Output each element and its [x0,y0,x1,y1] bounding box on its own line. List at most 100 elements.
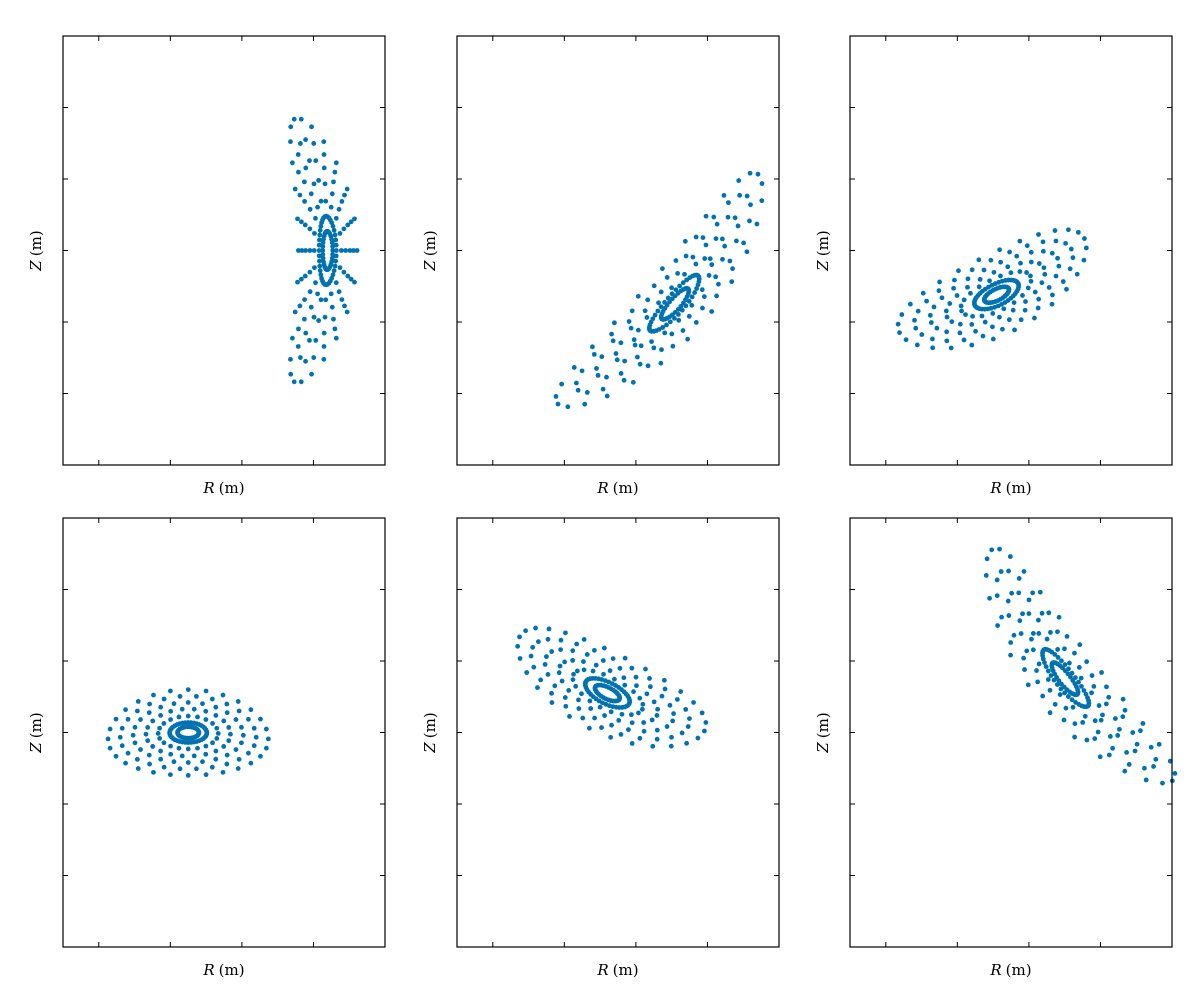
data-point [308,191,314,197]
data-point [1122,707,1128,713]
data-point [622,682,628,688]
data-point [209,764,215,770]
data-point [321,344,327,349]
data-point [328,204,334,210]
data-point [1011,632,1017,638]
data-point [602,713,607,718]
data-point [1014,253,1020,259]
data-point [931,304,937,310]
data-point [621,377,627,383]
data-point [662,330,668,336]
data-point [336,206,342,212]
data-point [563,630,568,636]
data-point [734,238,739,244]
data-point [203,717,209,722]
data-point [702,728,707,734]
data-point [655,706,661,712]
data-point [631,337,637,343]
data-point [331,227,337,233]
data-point [157,725,163,731]
data-point [330,248,336,253]
data-point [604,374,609,380]
data-point [224,701,230,707]
data-point [228,731,233,737]
data-point [552,683,558,689]
data-point [644,691,650,697]
data-point [214,736,220,741]
data-point [641,720,647,725]
data-point [1065,694,1071,699]
data-point [524,670,530,675]
data-point [315,204,320,210]
data-point [600,386,606,392]
data-point [185,700,191,705]
data-point [613,351,619,356]
data-point [656,300,661,306]
data-point [330,252,336,257]
data-point [1067,266,1073,272]
data-point [719,236,725,242]
data-point [1024,648,1030,654]
data-point [337,230,343,236]
data-point [1063,705,1069,711]
data-point [599,354,605,360]
data-point [581,637,587,642]
data-point [661,677,667,683]
data-point [176,714,182,720]
data-point [612,676,617,682]
data-point [317,268,323,274]
data-point [645,363,651,369]
data-point [265,736,271,742]
data-point [557,663,563,669]
data-point [117,734,123,740]
data-point [517,656,523,661]
data-point [523,628,528,634]
data-point [667,702,673,708]
data-point [1143,777,1149,783]
data-point [934,325,940,331]
data-point [1052,228,1058,233]
data-point [968,290,973,296]
data-point [333,215,339,221]
data-point [1062,646,1067,652]
data-point [1040,656,1046,662]
data-point [976,284,982,290]
data-point [1012,327,1017,333]
data-point [220,692,226,698]
data-point [1025,285,1031,291]
data-point [592,715,597,721]
data-point [224,752,230,758]
data-point [336,289,342,295]
data-point [664,275,670,280]
data-point [667,299,672,305]
data-point [204,732,210,737]
data-point [1082,236,1087,241]
data-point [1097,754,1103,760]
data-point [303,165,309,171]
data-point [321,165,327,171]
data-point [158,712,163,718]
data-point [1017,269,1023,274]
data-point [573,683,579,689]
data-point [989,547,995,553]
data-point [590,668,596,674]
data-point [185,773,191,778]
data-point [1079,683,1084,689]
data-point [235,699,241,704]
data-point [608,734,614,740]
data-point [565,404,571,410]
data-point [1117,726,1122,732]
data-point [158,748,163,754]
data-point [907,301,913,307]
data-point [673,258,679,263]
data-point [665,295,671,301]
data-point [1045,677,1051,682]
panel-3: R (m) Z(m) [814,35,1173,497]
data-point [125,750,131,756]
data-point [912,317,917,323]
data-point [635,354,640,360]
data-point [590,344,595,350]
data-point [611,320,617,326]
data-point [1036,661,1042,667]
data-point [694,286,699,291]
